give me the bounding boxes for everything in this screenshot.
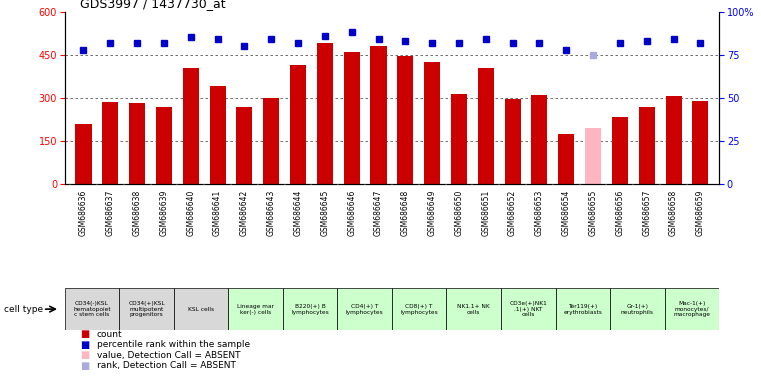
Text: CD8(+) T
lymphocytes: CD8(+) T lymphocytes bbox=[400, 304, 438, 314]
Text: GSM686643: GSM686643 bbox=[266, 190, 275, 236]
Text: GSM686636: GSM686636 bbox=[79, 190, 88, 236]
Bar bbox=[610, 288, 664, 330]
Text: GSM686655: GSM686655 bbox=[588, 190, 597, 236]
Bar bbox=[317, 43, 333, 184]
Bar bbox=[75, 124, 91, 184]
Text: CD34(+)KSL
multipotent
progenitors: CD34(+)KSL multipotent progenitors bbox=[128, 301, 165, 318]
Bar bbox=[129, 103, 145, 184]
Text: KSL cells: KSL cells bbox=[188, 306, 214, 312]
Text: GSM686644: GSM686644 bbox=[294, 190, 303, 236]
Text: Mac-1(+)
monocytes/
macrophage: Mac-1(+) monocytes/ macrophage bbox=[673, 301, 710, 318]
Text: ■: ■ bbox=[80, 339, 89, 350]
Text: ■: ■ bbox=[80, 350, 89, 360]
Text: GSM686650: GSM686650 bbox=[454, 190, 463, 236]
Text: B220(+) B
lymphocytes: B220(+) B lymphocytes bbox=[291, 304, 329, 314]
Bar bbox=[531, 95, 547, 184]
Text: GSM686654: GSM686654 bbox=[562, 190, 571, 236]
Bar bbox=[447, 288, 501, 330]
Text: ■: ■ bbox=[80, 329, 89, 339]
Bar bbox=[585, 128, 601, 184]
Bar bbox=[664, 288, 719, 330]
Bar bbox=[290, 65, 306, 184]
Bar bbox=[478, 68, 494, 184]
Text: NK1.1+ NK
cells: NK1.1+ NK cells bbox=[457, 304, 490, 314]
Text: GSM686653: GSM686653 bbox=[535, 190, 544, 236]
Text: GSM686642: GSM686642 bbox=[240, 190, 249, 236]
Bar bbox=[556, 288, 610, 330]
Bar bbox=[102, 102, 118, 184]
Text: Ter119(+)
erythroblasts: Ter119(+) erythroblasts bbox=[563, 304, 602, 314]
Bar bbox=[424, 62, 440, 184]
Text: GSM686646: GSM686646 bbox=[347, 190, 356, 236]
Bar bbox=[183, 68, 199, 184]
Bar bbox=[693, 101, 708, 184]
Text: CD4(+) T
lymphocytes: CD4(+) T lymphocytes bbox=[345, 304, 384, 314]
Bar bbox=[371, 46, 387, 184]
Text: CD34(-)KSL
hematopoiet
c stem cells: CD34(-)KSL hematopoiet c stem cells bbox=[73, 301, 111, 318]
Text: GDS3997 / 1437730_at: GDS3997 / 1437730_at bbox=[80, 0, 225, 10]
Bar bbox=[337, 288, 392, 330]
Bar bbox=[237, 107, 253, 184]
Bar bbox=[559, 134, 575, 184]
Bar bbox=[505, 99, 521, 184]
Text: cell type: cell type bbox=[4, 305, 43, 314]
Bar bbox=[209, 86, 225, 184]
Bar bbox=[228, 288, 283, 330]
Bar bbox=[65, 288, 119, 330]
Text: GSM686648: GSM686648 bbox=[401, 190, 410, 236]
Bar bbox=[638, 107, 654, 184]
Bar bbox=[174, 288, 228, 330]
Text: GSM686640: GSM686640 bbox=[186, 190, 196, 236]
Text: ■: ■ bbox=[80, 361, 89, 371]
Bar bbox=[612, 117, 628, 184]
Bar bbox=[392, 288, 447, 330]
Bar bbox=[263, 98, 279, 184]
Text: rank, Detection Call = ABSENT: rank, Detection Call = ABSENT bbox=[97, 361, 235, 370]
Text: GSM686657: GSM686657 bbox=[642, 190, 651, 236]
Text: count: count bbox=[97, 329, 123, 339]
Text: value, Detection Call = ABSENT: value, Detection Call = ABSENT bbox=[97, 351, 240, 360]
Text: GSM686659: GSM686659 bbox=[696, 190, 705, 236]
Bar bbox=[156, 107, 172, 184]
Bar bbox=[397, 56, 413, 184]
Bar bbox=[666, 96, 682, 184]
Text: GSM686638: GSM686638 bbox=[132, 190, 142, 236]
Text: GSM686652: GSM686652 bbox=[508, 190, 517, 236]
Text: GSM686649: GSM686649 bbox=[428, 190, 437, 236]
Text: GSM686651: GSM686651 bbox=[481, 190, 490, 236]
Text: GSM686656: GSM686656 bbox=[616, 190, 625, 236]
Text: GSM686645: GSM686645 bbox=[320, 190, 330, 236]
Bar bbox=[119, 288, 174, 330]
Text: CD3e(+)NK1
.1(+) NKT
cells: CD3e(+)NK1 .1(+) NKT cells bbox=[509, 301, 547, 318]
Bar bbox=[451, 94, 467, 184]
Text: GSM686647: GSM686647 bbox=[374, 190, 383, 236]
Text: GSM686658: GSM686658 bbox=[669, 190, 678, 236]
Text: Gr-1(+)
neutrophils: Gr-1(+) neutrophils bbox=[621, 304, 654, 314]
Bar bbox=[344, 52, 360, 184]
Bar bbox=[501, 288, 556, 330]
Text: GSM686639: GSM686639 bbox=[159, 190, 168, 236]
Bar bbox=[283, 288, 337, 330]
Text: percentile rank within the sample: percentile rank within the sample bbox=[97, 340, 250, 349]
Text: Lineage mar
ker(-) cells: Lineage mar ker(-) cells bbox=[237, 304, 274, 314]
Text: GSM686637: GSM686637 bbox=[106, 190, 115, 236]
Text: GSM686641: GSM686641 bbox=[213, 190, 222, 236]
